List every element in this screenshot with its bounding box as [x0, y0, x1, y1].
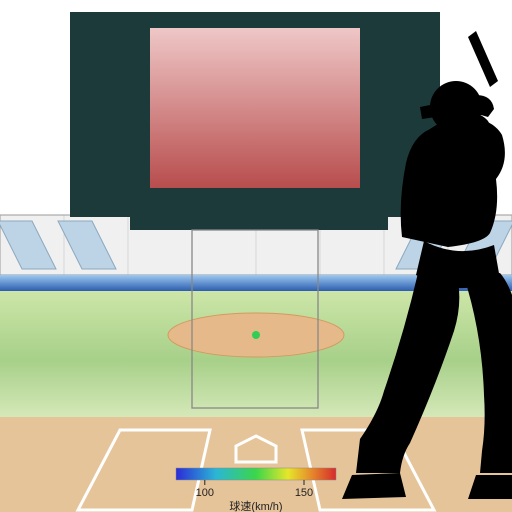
pitch-chart: 100 150 球速(km/h): [0, 0, 512, 512]
svg-text:100: 100: [196, 487, 214, 499]
scoreboard: [70, 12, 440, 230]
chart-svg: 100 150 球速(km/h): [0, 0, 512, 512]
pitchers-rubber: [252, 331, 260, 339]
svg-text:球速(km/h): 球速(km/h): [229, 499, 282, 512]
svg-text:150: 150: [295, 487, 313, 499]
infield-dirt: [0, 417, 512, 512]
